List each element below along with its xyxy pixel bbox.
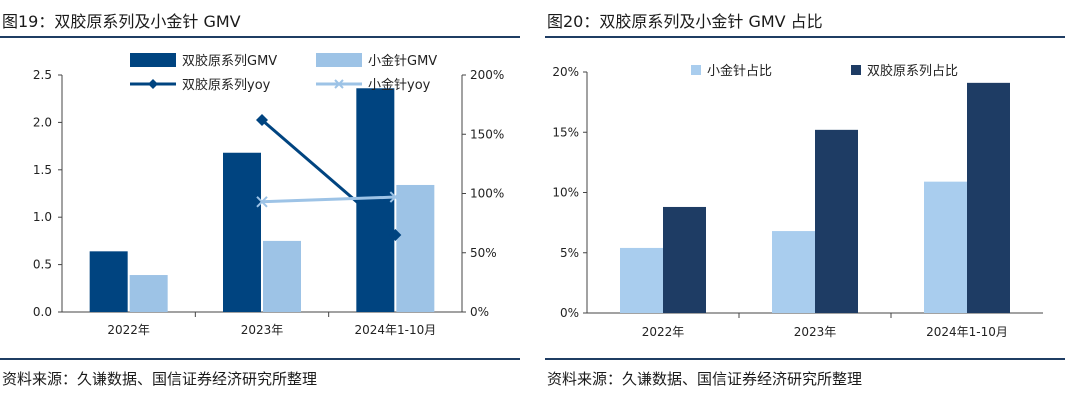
y-tick-label: 1.5 — [33, 163, 52, 177]
series-line — [261, 118, 397, 237]
bar — [967, 82, 1010, 313]
x-tick-label: 2023年 — [794, 325, 837, 339]
legend-label: 小金针GMV — [368, 53, 437, 69]
legend-label: 双胶原系列yoy — [182, 77, 271, 93]
y-tick-label: 2.0 — [33, 115, 52, 129]
legend-swatch — [130, 53, 176, 67]
bar — [396, 184, 435, 312]
y2-tick-label: 0% — [470, 305, 489, 319]
x-tick-label: 2024年1-10月 — [926, 325, 1008, 339]
y2-tick-label: 200% — [470, 68, 504, 82]
legend-label: 双胶原系列占比 — [867, 63, 958, 79]
bar — [620, 247, 663, 313]
line-point — [256, 196, 268, 208]
legend-marker — [148, 79, 158, 89]
source-note: 资料来源：久谦数据、国信证券经济研究所整理 — [2, 370, 318, 388]
bar — [663, 206, 706, 313]
gmv-share-chart: 0% 5% 10% 15% 20% 2022年 2023年 2024年1-10月 小金针占比 双胶… — [552, 63, 1043, 339]
y2-tick-label: 100% — [470, 187, 504, 201]
legend-marker — [334, 79, 344, 89]
y-tick-label: 15% — [552, 125, 579, 139]
figure-title: 图20：双胶原系列及小金针 GMV 占比 — [547, 12, 823, 31]
legend-label: 小金针占比 — [707, 63, 772, 79]
bar — [89, 251, 128, 312]
y-tick-label: 5% — [560, 246, 579, 260]
bar — [263, 240, 301, 312]
y2-tick-label: 50% — [470, 246, 497, 260]
legend-swatch — [851, 65, 861, 75]
line-point — [389, 191, 402, 203]
source-rule — [545, 358, 1065, 360]
line-point — [256, 114, 268, 127]
y-tick-label: 0.0 — [33, 305, 52, 319]
bar — [129, 275, 168, 312]
series-line — [261, 195, 396, 204]
x-tick-label: 2024年1-10月 — [354, 323, 436, 337]
legend-label: 小金针yoy — [368, 77, 431, 93]
y-tick-label: 1.0 — [33, 210, 52, 224]
figure-title: 图19：双胶原系列及小金针 GMV — [2, 12, 241, 31]
legend-label: 双胶原系列GMV — [182, 53, 277, 69]
x-tick-label: 2023年 — [241, 323, 284, 337]
bar — [772, 231, 815, 313]
y-tick-label: 0% — [560, 306, 579, 320]
figure-20: 图20：双胶原系列及小金针 GMV 占比 0% 5% 10% 15% 20% 2022年 2… — [545, 0, 1065, 406]
source-rule — [0, 358, 520, 360]
source-note: 资料来源：久谦数据、国信证券经济研究所整理 — [547, 370, 863, 388]
y-tick-label: 2.5 — [33, 68, 52, 82]
x-tick-label: 2022年 — [107, 323, 150, 337]
title-rule — [545, 36, 1065, 38]
line-point — [389, 228, 402, 241]
legend-swatch — [691, 65, 701, 75]
y-tick-label: 0.5 — [33, 258, 52, 272]
legend-swatch — [316, 53, 362, 67]
y-tick-label: 20% — [552, 65, 579, 79]
bar — [815, 129, 858, 313]
bar — [223, 152, 261, 312]
y2-tick-label: 150% — [470, 127, 504, 141]
title-rule — [0, 36, 520, 38]
gmv-chart: 0.0 0.5 1.0 1.5 2.0 2.5 0% 50% 100% 150% 200% 2022年… — [33, 53, 504, 337]
x-tick-label: 2022年 — [642, 325, 685, 339]
bar — [356, 88, 395, 312]
bar — [924, 181, 967, 313]
figure-19: 图19：双胶原系列及小金针 GMV 0.0 0.5 1.0 1.5 2.0 2.5 0% 50… — [0, 0, 520, 406]
y-tick-label: 10% — [552, 186, 579, 200]
